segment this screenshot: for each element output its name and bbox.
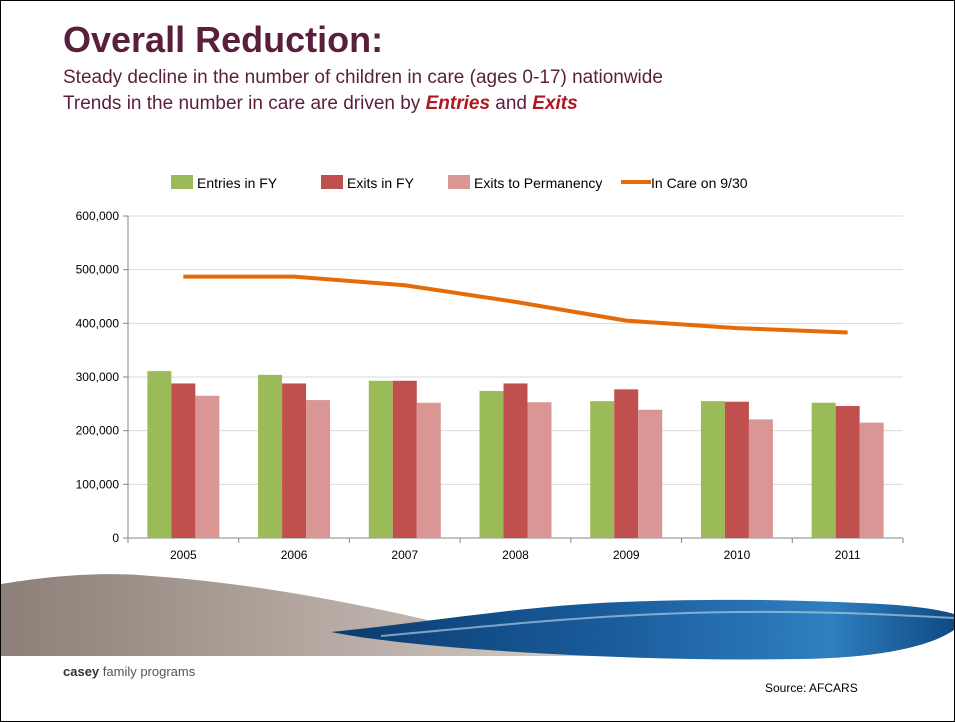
brand-bold: casey <box>63 664 100 679</box>
source-note: Source: AFCARS <box>765 681 858 695</box>
bar-exits-in-fy <box>282 383 307 538</box>
subtitle-line-1: Steady decline in the number of children… <box>63 67 663 88</box>
bar-exits-to-permanency <box>195 395 220 538</box>
x-tick-label: 2011 <box>835 548 861 562</box>
bar-exits-in-fy <box>724 401 749 538</box>
bar-entries-in-fy <box>590 401 615 538</box>
bar-exits-in-fy <box>835 405 860 538</box>
bar-exits-to-permanency <box>638 409 663 538</box>
bar-exits-to-permanency <box>859 422 884 538</box>
bar-exits-in-fy <box>171 383 196 538</box>
x-tick-label: 2007 <box>391 548 418 562</box>
subtitle-exits: Exits <box>532 93 578 114</box>
y-tick-label: 400,000 <box>76 316 120 330</box>
x-tick-label: 2008 <box>502 548 529 562</box>
slide-title: Overall Reduction: <box>63 19 384 60</box>
blue-wave <box>331 599 954 660</box>
legend-label: Entries in FY <box>197 175 278 191</box>
bar-exits-to-permanency <box>306 400 331 538</box>
legend-swatch <box>321 175 343 189</box>
subtitle-entries: Entries <box>425 93 491 114</box>
bar-exits-in-fy <box>392 380 417 538</box>
y-tick-label: 300,000 <box>76 370 120 384</box>
bar-line-chart: 0 100,000 200,000 300,000 400,000 500,000 600,… <box>76 175 904 562</box>
x-tick-label: 2010 <box>724 548 751 562</box>
bar-entries-in-fy <box>811 402 836 538</box>
legend-swatch <box>448 175 470 189</box>
legend-swatch <box>171 175 193 189</box>
bar-exits-to-permanency <box>527 402 552 538</box>
legend-label: Exits to Permanency <box>474 175 602 191</box>
y-tick-label: 600,000 <box>76 209 120 223</box>
bar-entries-in-fy <box>258 374 283 538</box>
y-tick-label: 200,000 <box>76 424 120 438</box>
x-tick-label: 2009 <box>613 548 640 562</box>
brand-rest: family programs <box>99 664 196 679</box>
line-in-care-on-9-30 <box>183 274 848 335</box>
bar-entries-in-fy <box>700 401 725 538</box>
wave-highlight <box>380 610 954 637</box>
bar-exits-to-permanency <box>748 419 773 538</box>
casey-logo: casey family programs <box>63 664 195 679</box>
bar-entries-in-fy <box>479 390 504 538</box>
legend-label: Exits in FY <box>347 175 415 191</box>
bar-exits-in-fy <box>614 389 639 538</box>
subtitle-prefix: Trends in the number in care are driven … <box>63 93 426 114</box>
y-tick-label: 0 <box>112 531 119 545</box>
bar-exits-in-fy <box>503 383 528 538</box>
y-tick-label: 500,000 <box>76 263 120 277</box>
x-tick-label: 2006 <box>281 548 308 562</box>
subtitle-line-2: Trends in the number in care are driven … <box>63 93 578 115</box>
x-tick-label: 2005 <box>170 548 197 562</box>
wave-decoration <box>1 574 954 660</box>
bar-entries-in-fy <box>368 380 393 538</box>
bar-exits-to-permanency <box>416 402 441 538</box>
bar-entries-in-fy <box>147 371 172 538</box>
y-tick-label: 100,000 <box>76 477 120 491</box>
legend-label: In Care on 9/30 <box>651 175 748 191</box>
subtitle-and: and <box>490 93 533 114</box>
